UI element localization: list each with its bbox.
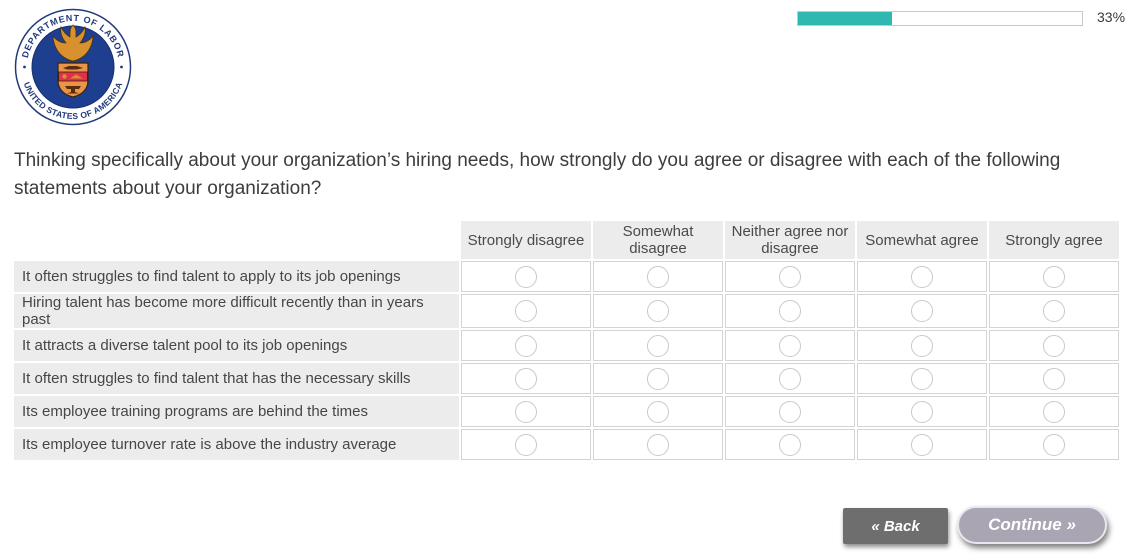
column-header-somewhat-agree: Somewhat agree [857,221,987,259]
radio-row1-strongly-agree[interactable] [1043,265,1065,288]
answer-cell [989,294,1119,328]
radio-row3-neither-agree-nor-disagree[interactable] [779,334,801,357]
answer-cell [857,294,987,328]
answer-cell [461,330,591,361]
answer-cell [725,396,855,427]
progress-bar-track [797,11,1083,26]
answer-cell [857,396,987,427]
shield-emblem-left [62,74,67,79]
answer-cell [593,294,723,328]
answer-cell [461,363,591,394]
row-label-3: It attracts a diverse talent pool to its… [14,330,459,361]
radio-row4-strongly-disagree[interactable] [515,367,537,390]
matrix-row-5: Its employee training programs are behin… [14,396,1119,427]
answer-cell [857,429,987,460]
radio-row1-strongly-disagree[interactable] [515,265,537,288]
matrix-corner-cell [14,221,459,259]
answer-cell [989,330,1119,361]
radio-row2-somewhat-disagree[interactable] [647,300,669,322]
answer-cell [461,429,591,460]
radio-row2-neither-agree-nor-disagree[interactable] [779,300,801,322]
answer-cell [725,429,855,460]
seal-dot-right [120,65,123,69]
matrix-row-3: It attracts a diverse talent pool to its… [14,330,1119,361]
radio-row2-strongly-agree[interactable] [1043,300,1065,322]
answer-cell [725,363,855,394]
radio-row5-strongly-disagree[interactable] [515,400,537,423]
answer-cell [593,396,723,427]
answer-cell [593,429,723,460]
answer-cell [857,261,987,292]
radio-row5-strongly-agree[interactable] [1043,400,1065,423]
column-header-strongly-disagree: Strongly disagree [461,221,591,259]
column-header-strongly-agree: Strongly agree [989,221,1119,259]
radio-row1-neither-agree-nor-disagree[interactable] [779,265,801,288]
radio-row5-neither-agree-nor-disagree[interactable] [779,400,801,423]
row-label-4: It often struggles to find talent that h… [14,363,459,394]
radio-row6-somewhat-disagree[interactable] [647,433,669,456]
matrix-table: Strongly disagree Somewhat disagree Neithe… [12,219,1121,462]
answer-cell [989,429,1119,460]
back-button[interactable]: « Back [843,508,948,544]
progress-percent-label: 33% [1097,9,1126,25]
radio-row3-somewhat-disagree[interactable] [647,334,669,357]
matrix-row-4: It often struggles to find talent that h… [14,363,1119,394]
matrix-row-1: It often struggles to find talent to app… [14,261,1119,292]
shield-plow-mark [63,66,83,70]
column-header-neither-agree-nor-disagree: Neither agree nor disagree [725,221,855,259]
answer-cell [989,261,1119,292]
row-label-5: Its employee training programs are behin… [14,396,459,427]
answer-cell [725,330,855,361]
row-label-6: Its employee turnover rate is above the … [14,429,459,460]
answer-cell [461,294,591,328]
radio-row3-strongly-agree[interactable] [1043,334,1065,357]
matrix-row-6: Its employee turnover rate is above the … [14,429,1119,460]
shield-emblem-right [70,74,83,79]
radio-row2-strongly-disagree[interactable] [515,300,537,322]
row-label-2: Hiring talent has become more difficult … [14,294,459,328]
progress-bar-fill [798,12,892,25]
row-label-1: It often struggles to find talent to app… [14,261,459,292]
matrix-row-2: Hiring talent has become more difficult … [14,294,1119,328]
radio-row5-somewhat-disagree[interactable] [647,400,669,423]
radio-row2-somewhat-agree[interactable] [911,300,933,322]
shield-anvil-mark [65,86,81,94]
radio-row4-somewhat-disagree[interactable] [647,367,669,390]
radio-row3-somewhat-agree[interactable] [911,334,933,357]
dol-seal-logo: DEPARTMENT OF LABOR UNITED STATES OF AME… [14,8,132,126]
radio-row3-strongly-disagree[interactable] [515,334,537,357]
answer-cell [461,396,591,427]
continue-button[interactable]: Continue » [957,506,1107,544]
radio-row6-neither-agree-nor-disagree[interactable] [779,433,801,456]
matrix-header-row: Strongly disagree Somewhat disagree Neithe… [14,221,1119,259]
radio-row4-neither-agree-nor-disagree[interactable] [779,367,801,390]
answer-cell [593,261,723,292]
seal-dot-left [23,65,26,69]
answer-cell [593,330,723,361]
answer-cell [461,261,591,292]
radio-row6-strongly-agree[interactable] [1043,433,1065,456]
radio-row1-somewhat-disagree[interactable] [647,265,669,288]
answer-cell [857,330,987,361]
column-header-somewhat-disagree: Somewhat disagree [593,221,723,259]
answer-cell [989,396,1119,427]
answer-cell [725,294,855,328]
radio-row6-strongly-disagree[interactable] [515,433,537,456]
answer-cell [725,261,855,292]
answer-cell [989,363,1119,394]
question-text: Thinking specifically about your organiz… [14,150,1061,199]
radio-row5-somewhat-agree[interactable] [911,400,933,423]
radio-row1-somewhat-agree[interactable] [911,265,933,288]
answer-cell [593,363,723,394]
eagle-icon [52,24,94,62]
radio-row6-somewhat-agree[interactable] [911,433,933,456]
radio-row4-somewhat-agree[interactable] [911,367,933,390]
radio-row4-strongly-agree[interactable] [1043,367,1065,390]
answer-cell [857,363,987,394]
